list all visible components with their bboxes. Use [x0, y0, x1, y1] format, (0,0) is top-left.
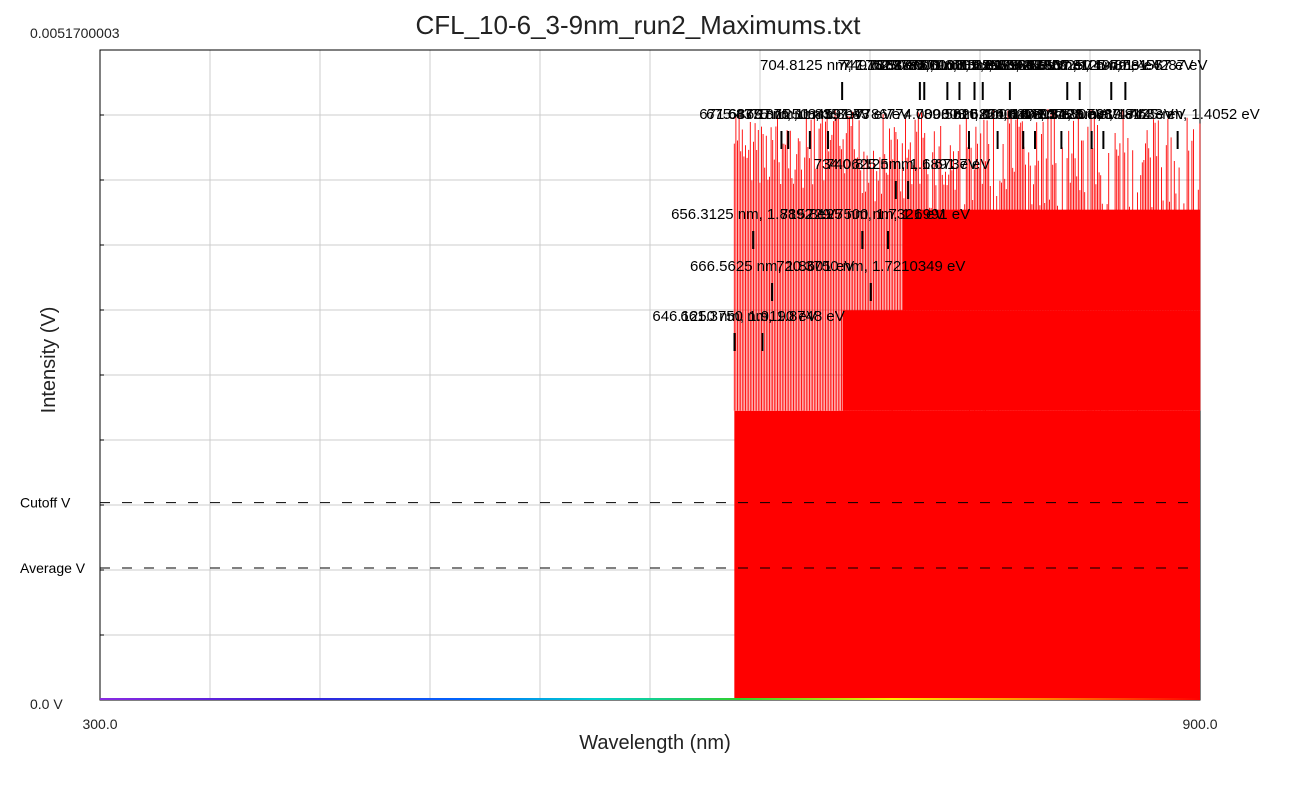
peak-label: 859.3125 nm, 1.4287 eV	[1043, 57, 1207, 74]
peak-label: 740.8125 nm, 1.6737 eV	[826, 156, 990, 173]
wavelength-color-bar	[100, 698, 1200, 700]
peak-label: 887.8125 nm, 1.4052 eV	[1095, 106, 1259, 123]
spectrum-series	[733, 109, 1201, 700]
chart-title: CFL_10-6_3-9nm_run2_Maximums.txt	[415, 10, 861, 40]
peak-label: 768.7500 nm, 1.6125 eV	[877, 57, 1041, 74]
x-tick-label-min: 300.0	[82, 716, 117, 732]
peak-label: 661.3750 nm, 1.8748 eV	[680, 308, 844, 325]
y-tick-label-min: 0.0 V	[30, 696, 63, 712]
peak-label: 777.0000 nm, 1.5954 eV	[892, 57, 1056, 74]
spectrum-line	[733, 109, 1201, 534]
peak-label: 734.0625 nm, 1.6891 eV	[814, 156, 978, 173]
peak-label: 851.6250 nm, 1.4557 eV	[1029, 57, 1193, 74]
peak-label: 646.1250 nm, 1.9190 eV	[652, 308, 816, 325]
peak-label: 803.6250 nm, 1.5428 eV	[941, 106, 1105, 123]
x-tick-label-max: 900.0	[1182, 716, 1217, 732]
peak-label: 671.6875 nm, 1.8459 eV	[699, 106, 863, 123]
reference-lines: Cutoff V Average V	[20, 495, 1200, 576]
peak-label: 810.0000 nm, 1.5307 eV	[953, 106, 1117, 123]
peak-label: 847.3125 nm, 1.4633 eV	[1021, 106, 1185, 123]
y-tick-label-max: 0.0051700003	[30, 25, 120, 41]
peak-label: 840.9375 nm, 1.4744 eV	[1010, 106, 1174, 123]
x-axis-label: Wavelength (nm)	[579, 732, 731, 754]
y-axis-label: Intensity (V)	[38, 307, 60, 414]
peak-label: 747.1875 nm, 1.6585 eV	[838, 57, 1002, 74]
peak-label: 687.1875 nm, 1.8043 eV	[728, 106, 892, 123]
peak-label: 729.7500 nm, 1.6991 eV	[806, 206, 970, 223]
y-tick-marks	[100, 114, 104, 636]
peak-label: 704.8125 nm, 1.7583 eV	[760, 57, 924, 74]
peak-label: 666.5625 nm, 1.8601 eV	[690, 258, 854, 275]
reference-line-label: Cutoff V	[20, 495, 71, 511]
peak-label: 824.4375 nm, 1.5039 eV	[979, 106, 1143, 123]
peak-label: 762.1875 nm, 1.6265 eV	[865, 57, 1029, 74]
spectrum-fill-base	[734, 410, 1200, 700]
peak-label: 827.6250 nm, 1.4979 eV	[985, 57, 1149, 74]
peak-label: 656.3125 nm, 1.8892 eV	[671, 206, 835, 223]
peak-label: 749.6250 nm, 1.6531 eV	[842, 57, 1006, 74]
peak-label: 834.3750 nm, 1.4858 eV	[998, 57, 1162, 74]
peak-label: 697.1250 nm, 1.7786 eV	[746, 106, 910, 123]
peak-label: 720.3750 nm, 1.7210349 eV	[776, 258, 965, 275]
peak-label: 781.5000 nm, 1.5862 eV	[901, 57, 1065, 74]
reference-line-label: Average V	[20, 560, 86, 576]
peak-label: 715.8125 nm, 1.7321 eV	[780, 206, 944, 223]
peak-label: 789.5625 nm, 1.5703 eV	[915, 106, 1079, 123]
peak-label: 675.4375 nm, 1.8357 eV	[706, 106, 870, 123]
peak-label: 796.3125 nm, 1.5567 eV	[928, 57, 1092, 74]
peak-label: 774.0000 nm, 1.6019 eV	[887, 106, 1051, 123]
